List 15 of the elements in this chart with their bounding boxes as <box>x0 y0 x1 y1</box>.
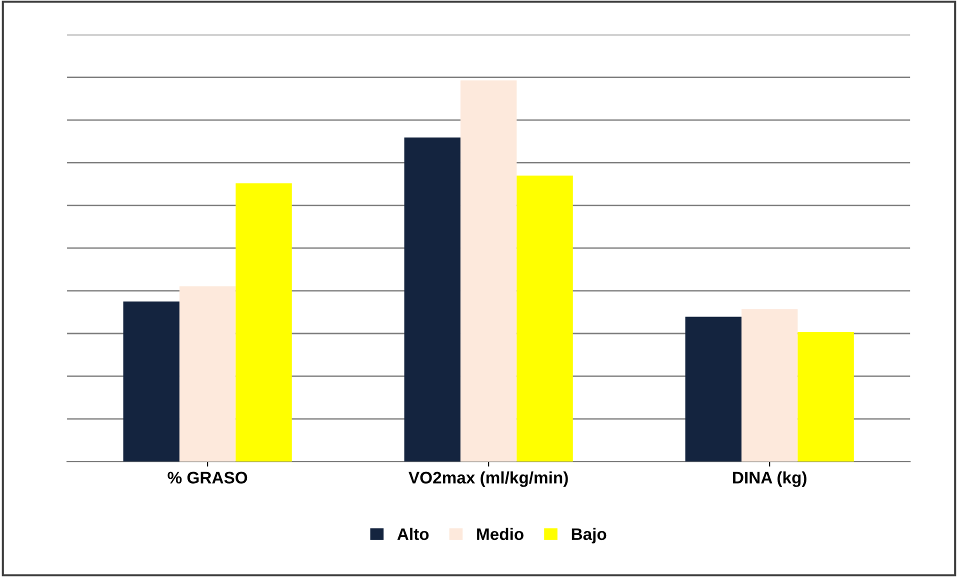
x-tick-label: VO2max (ml/kg/min) <box>408 471 568 487</box>
bar <box>236 183 292 462</box>
bar <box>460 80 517 462</box>
bar <box>685 316 742 462</box>
bar <box>123 301 180 462</box>
x-tick-label: DINA (kg) <box>733 471 806 487</box>
bar <box>179 286 236 462</box>
bar <box>404 138 460 462</box>
bar <box>516 176 573 462</box>
bar <box>741 309 798 462</box>
x-tick-label: % GRASO <box>168 472 248 484</box>
legend-label: Medio <box>477 528 524 540</box>
legend-label: Bajo <box>572 528 606 544</box>
bar <box>798 332 854 462</box>
legend-label: Alto <box>397 528 429 540</box>
